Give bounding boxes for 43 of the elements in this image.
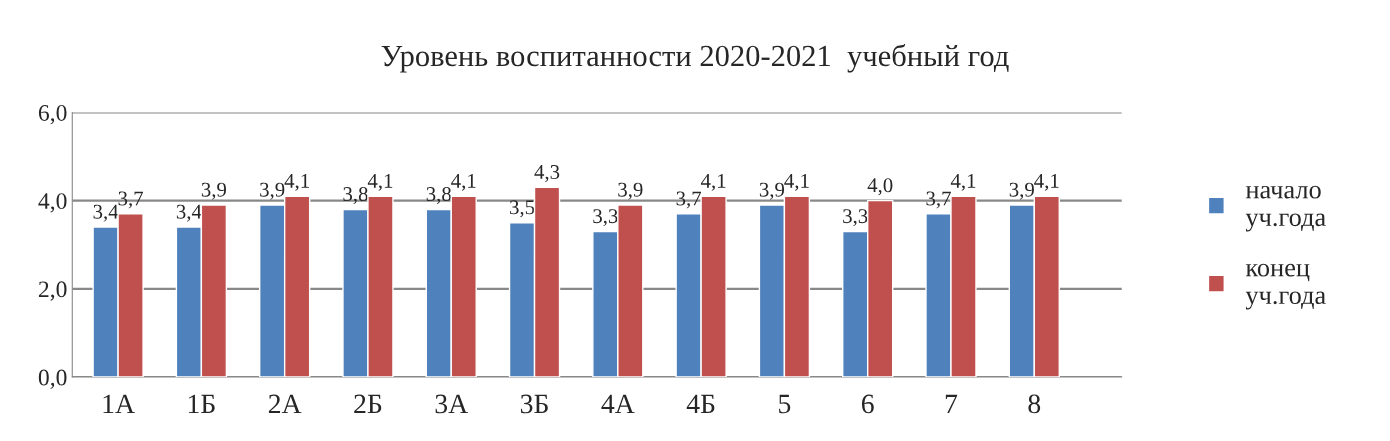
legend-label: конец уч.года [1245, 263, 1326, 310]
x-tick-label: 5 [779, 394, 791, 414]
data-label: 3,3 [843, 209, 868, 227]
x-tick-label: 2А [268, 394, 302, 413]
data-label: 4,3 [534, 165, 560, 183]
data-label: 3,4 [93, 204, 119, 222]
data-label: 4,1 [451, 173, 476, 191]
x-tick-label: 1Б [188, 394, 215, 413]
legend-label: начало уч.года [1245, 185, 1326, 232]
x-tick-label: 1А [103, 394, 135, 413]
data-label: 4,1 [784, 173, 809, 191]
x-tick-label: 4А [601, 394, 635, 413]
x-tick-label: 7 [945, 394, 958, 413]
data-label: 4,1 [701, 173, 726, 191]
x-tick-label: 3Б [520, 394, 548, 414]
data-label: 3,4 [176, 204, 202, 222]
data-label: 3,8 [426, 187, 451, 205]
data-label: 3,7 [676, 191, 702, 209]
data-label: 4,1 [284, 173, 309, 191]
data-label: 3,9 [618, 182, 643, 200]
data-label: 3,3 [593, 209, 618, 227]
data-label: 3,9 [759, 182, 785, 200]
x-tick-label: 8 [1028, 394, 1041, 414]
data-label: 4,1 [367, 173, 393, 191]
y-tick-label: 0,0 [38, 369, 67, 389]
x-tick-label: 4Б [686, 394, 715, 413]
x-tick-label: 3А [435, 394, 469, 414]
data-label: 3,5 [510, 200, 535, 218]
data-label: 4,0 [867, 178, 893, 196]
data-label: 3,8 [343, 187, 368, 205]
y-tick-label: 6,0 [38, 104, 67, 125]
data-label: 4,1 [950, 173, 976, 191]
data-label: 3,9 [201, 182, 227, 200]
data-label: 3,7 [926, 191, 951, 209]
data-label: 4,1 [1034, 173, 1059, 191]
data-label: 3,7 [118, 191, 143, 209]
x-tick-label: 6 [861, 394, 874, 414]
x-tick-label: 2Б [354, 394, 382, 413]
y-tick-label: 2,0 [38, 281, 67, 301]
chart-title: Уровень воспитанности 2020-2021 учебный год [381, 44, 1009, 73]
data-label: 3,9 [1009, 182, 1034, 200]
data-label: 3,9 [260, 182, 285, 200]
y-tick-label: 4,0 [38, 193, 67, 213]
